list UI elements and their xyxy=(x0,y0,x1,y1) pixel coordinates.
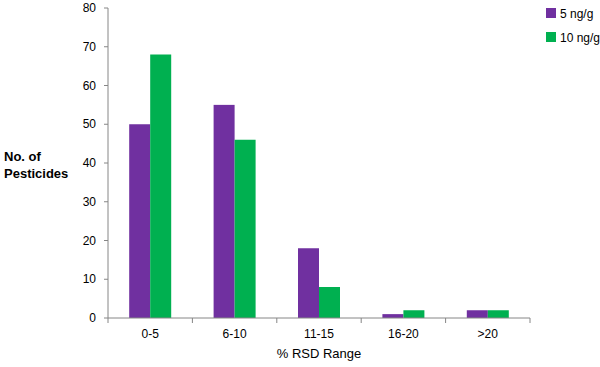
y-axis-line xyxy=(108,8,109,318)
y-tick-label: 10 xyxy=(83,272,97,286)
x-tick xyxy=(276,318,277,323)
x-tick-label: >20 xyxy=(478,327,499,341)
legend-swatch xyxy=(546,32,556,42)
y-tick-label: 60 xyxy=(83,79,97,93)
x-tick xyxy=(445,318,446,323)
x-tick-label: 6-10 xyxy=(223,327,247,341)
x-tick-label: 16-20 xyxy=(388,327,419,341)
legend-label: 5 ng/g xyxy=(560,7,593,21)
bar xyxy=(319,287,340,318)
legend-swatch xyxy=(546,8,556,18)
y-tick-label: 80 xyxy=(83,1,97,15)
bar xyxy=(129,124,150,318)
y-tick-label: 50 xyxy=(83,117,97,131)
y-tick xyxy=(104,163,108,164)
bars xyxy=(129,55,509,319)
bar xyxy=(298,248,319,318)
x-tick xyxy=(192,318,193,323)
y-tick-label: 30 xyxy=(83,195,97,209)
bar xyxy=(235,140,256,318)
bar xyxy=(403,310,424,318)
bar xyxy=(382,314,403,318)
x-tick-label: 0-5 xyxy=(142,327,160,341)
x-axis-line xyxy=(108,318,530,319)
y-axis-label: No. of Pesticides xyxy=(4,148,82,182)
legend-label: 10 ng/g xyxy=(560,31,600,45)
bar xyxy=(150,55,171,319)
y-tick xyxy=(104,8,108,9)
y-tick-label: 40 xyxy=(83,156,97,170)
y-tick xyxy=(104,201,108,202)
bar xyxy=(467,310,488,318)
y-tick-label: 0 xyxy=(89,311,96,325)
y-tick xyxy=(104,46,108,47)
y-tick xyxy=(104,124,108,125)
y-tick xyxy=(104,85,108,86)
y-tick xyxy=(104,240,108,241)
chart-container: 0 10 20 30 40 50 60 70 80 0-5 6-10 11-15 16-20 >20 % R… xyxy=(0,0,600,367)
chart-svg: 0 10 20 30 40 50 60 70 80 0-5 6-10 11-15 16-20 >20 % R… xyxy=(0,0,600,367)
x-tick-label: 11-15 xyxy=(304,327,334,341)
x-tick xyxy=(530,318,531,323)
y-tick-label: 20 xyxy=(83,234,97,248)
y-tick xyxy=(104,279,108,280)
bar xyxy=(214,105,235,318)
x-tick xyxy=(108,318,109,323)
y-tick xyxy=(104,318,108,319)
x-tick xyxy=(361,318,362,323)
bar xyxy=(488,310,509,318)
y-tick-label: 70 xyxy=(83,40,97,54)
x-axis-label: % RSD Range xyxy=(277,346,362,361)
